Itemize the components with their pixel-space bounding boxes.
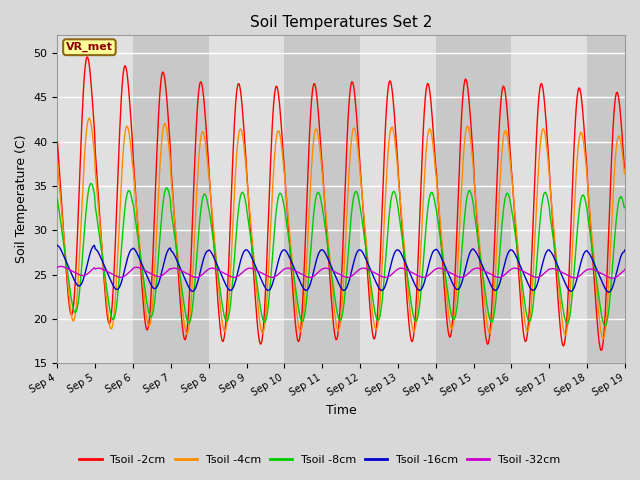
Tsoil -2cm [621,166,629,171]
Tsoil -4cm [211,237,218,242]
Tsoil -32cm [57,264,65,269]
Line: Tsoil -16cm: Tsoil -16cm [58,245,625,292]
Y-axis label: Soil Temperature (C): Soil Temperature (C) [15,135,28,264]
Line: Tsoil -8cm: Tsoil -8cm [58,183,625,326]
Tsoil -8cm [602,323,609,329]
Tsoil -16cm [123,258,131,264]
Tsoil -16cm [605,289,612,295]
Tsoil -4cm [123,123,131,129]
Bar [587,36,625,363]
Tsoil -2cm [123,69,131,75]
Bar [209,36,284,363]
Tsoil -32cm [123,272,131,277]
Tsoil -8cm [64,270,72,276]
Tsoil -32cm [211,265,218,271]
Tsoil -4cm [428,132,435,137]
Bar [133,36,209,363]
Tsoil -2cm [598,348,605,353]
Tsoil -2cm [84,54,92,60]
Tsoil -32cm [428,270,435,276]
Line: Tsoil -2cm: Tsoil -2cm [58,57,625,350]
Tsoil -16cm [428,252,435,258]
Bar [436,36,511,363]
Tsoil -2cm [54,139,61,145]
Tsoil -8cm [123,192,131,198]
Tsoil -8cm [88,180,95,186]
Bar [58,36,133,363]
Tsoil -4cm [180,323,188,328]
Tsoil -2cm [180,336,188,342]
Tsoil -16cm [64,262,72,268]
Tsoil -16cm [211,256,218,262]
Tsoil -8cm [621,205,629,211]
Tsoil -16cm [91,242,99,248]
Legend: Tsoil -2cm, Tsoil -4cm, Tsoil -8cm, Tsoil -16cm, Tsoil -32cm: Tsoil -2cm, Tsoil -4cm, Tsoil -8cm, Tsoi… [75,451,565,469]
Tsoil -4cm [85,115,93,121]
Line: Tsoil -4cm: Tsoil -4cm [58,118,625,339]
Tsoil -8cm [211,246,218,252]
X-axis label: Time: Time [326,404,356,417]
Tsoil -16cm [180,275,188,281]
Tsoil -2cm [411,318,419,324]
Tsoil -32cm [609,276,616,281]
Tsoil -4cm [411,327,419,333]
Tsoil -32cm [65,266,72,272]
Tsoil -16cm [621,247,629,253]
Bar [511,36,587,363]
Bar [284,36,360,363]
Tsoil -32cm [54,264,61,270]
Tsoil -16cm [411,282,419,288]
Tsoil -8cm [428,190,435,195]
Line: Tsoil -32cm: Tsoil -32cm [58,266,625,278]
Tsoil -2cm [64,286,72,292]
Tsoil -2cm [211,249,218,255]
Tsoil -2cm [428,107,435,112]
Tsoil -8cm [411,318,419,324]
Text: VR_met: VR_met [66,42,113,52]
Tsoil -4cm [64,278,72,284]
Bar [360,36,436,363]
Tsoil -16cm [54,242,61,248]
Tsoil -8cm [54,196,61,202]
Tsoil -4cm [599,336,607,342]
Tsoil -32cm [411,271,419,277]
Tsoil -8cm [180,304,188,310]
Title: Soil Temperatures Set 2: Soil Temperatures Set 2 [250,15,433,30]
Tsoil -4cm [54,160,61,166]
Tsoil -32cm [621,266,629,272]
Tsoil -32cm [180,269,188,275]
Tsoil -4cm [621,171,629,177]
